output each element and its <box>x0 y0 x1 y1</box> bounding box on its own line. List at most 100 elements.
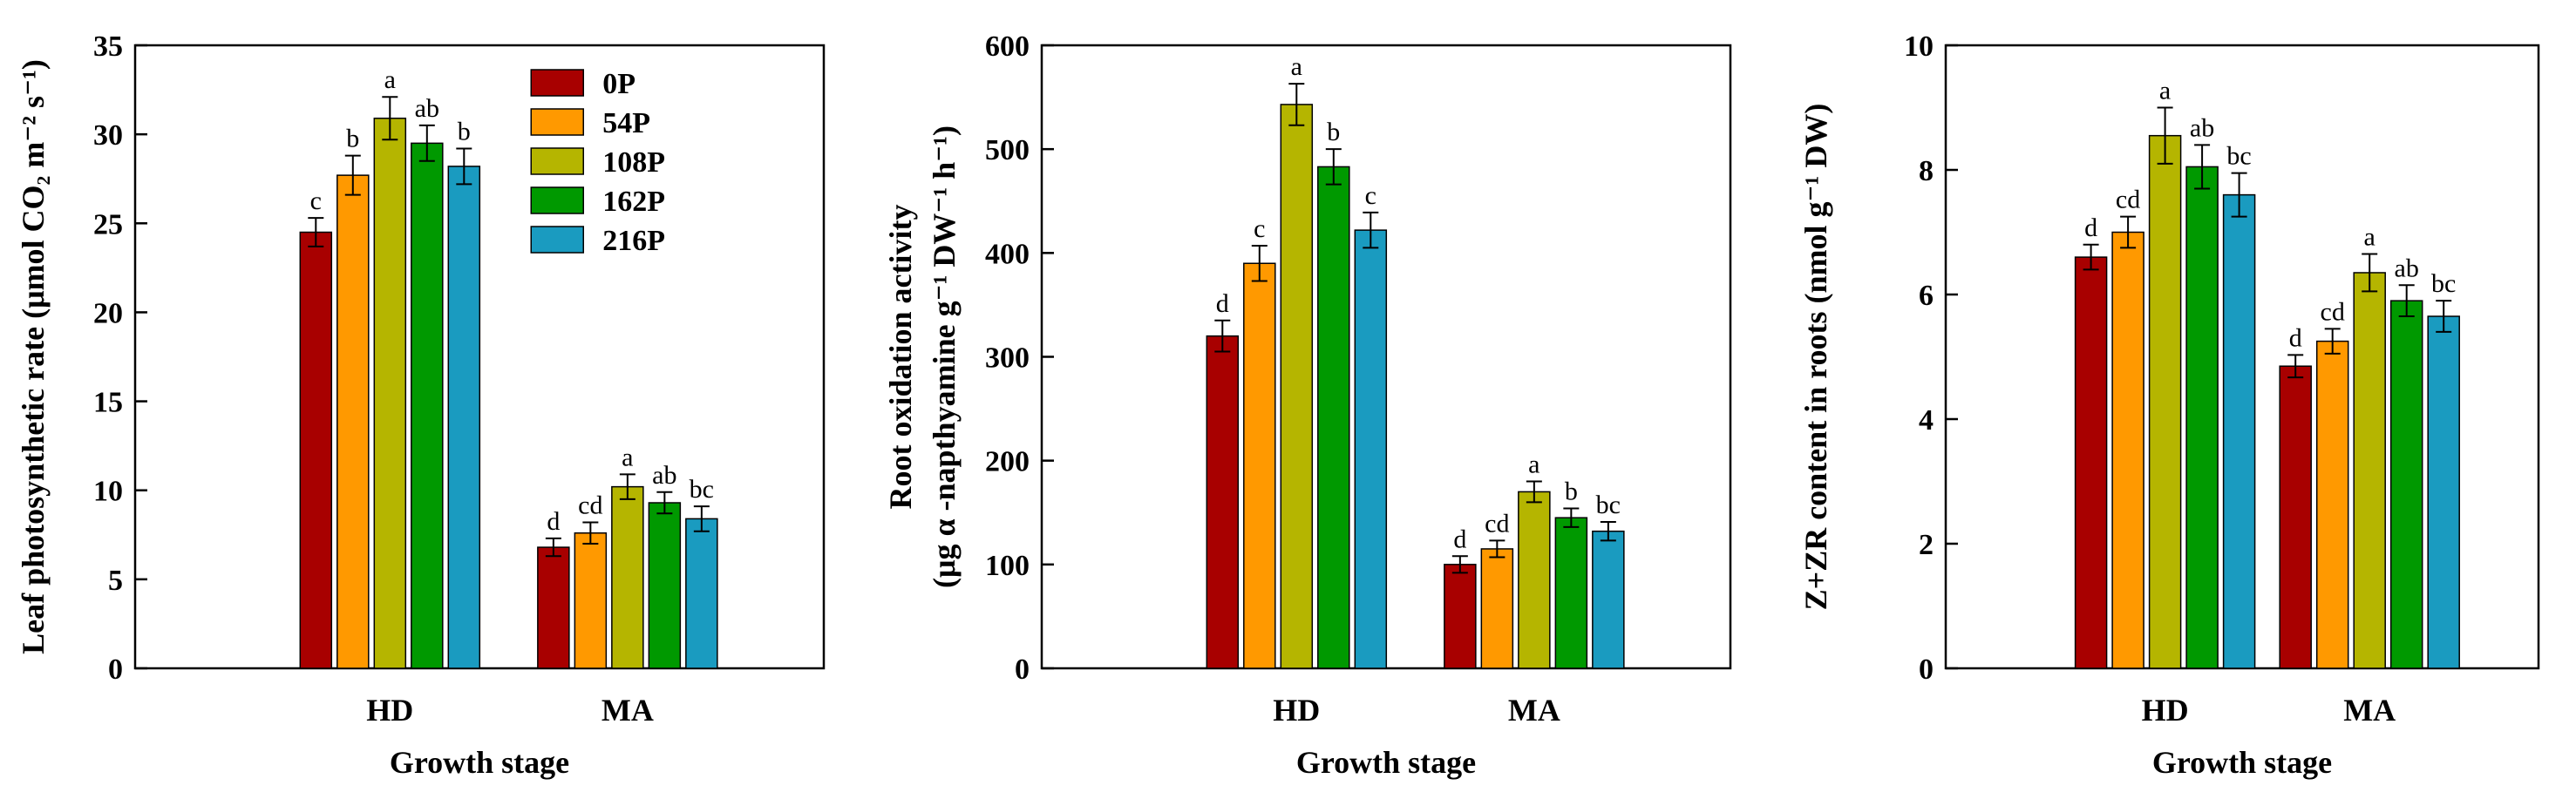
y-axis-title-line2: (μg α -napthyamine g⁻¹ DW⁻¹ h⁻¹) <box>927 125 962 588</box>
bar-162P-HD <box>1317 166 1350 669</box>
significance-label: a <box>1291 52 1302 81</box>
bar-0P-HD <box>2074 256 2108 669</box>
significance-label: a <box>1528 450 1539 479</box>
significance-label: b <box>1565 477 1578 505</box>
y-tick-label: 6 <box>1919 280 1934 312</box>
significance-label: d <box>1216 289 1229 318</box>
bar-162P-HD <box>411 142 444 669</box>
bar-54P-HD <box>2111 231 2144 669</box>
bar-54P-HD <box>1243 262 1276 669</box>
bar-162P-MA <box>2389 300 2423 669</box>
significance-label: bc <box>1596 491 1621 519</box>
y-tick-label: 35 <box>93 30 123 63</box>
significance-label: d <box>2084 213 2097 242</box>
significance-label: ab <box>2190 113 2214 142</box>
bar-216P-MA <box>2427 315 2460 669</box>
bar-162P-MA <box>1554 517 1588 669</box>
legend-label: 0P <box>602 68 636 100</box>
y-tick-label: 0 <box>1015 653 1030 686</box>
bar-216P-HD <box>2222 193 2256 669</box>
significance-label: d <box>1453 525 1466 553</box>
significance-label: ab <box>2395 254 2419 282</box>
bar-0P-MA <box>1444 564 1477 669</box>
chart-panel-3: 0 2 4 6 8 10 HD MA Growth stage Z+ZR content in r… <box>1798 30 2540 780</box>
x-category-label: MA <box>2343 693 2396 728</box>
x-category-label: HD <box>2142 693 2189 728</box>
y-tick-label: 30 <box>93 119 123 152</box>
bar-216P-MA <box>685 518 718 669</box>
y-tick-label: 0 <box>108 653 123 686</box>
x-category-label: MA <box>602 693 654 728</box>
y-tick-label: 5 <box>108 565 123 597</box>
significance-label: cd <box>578 491 602 519</box>
legend-swatch-54P <box>530 108 584 136</box>
x-axis-title: Growth stage <box>2152 745 2332 780</box>
significance-label: d <box>547 507 560 536</box>
bar-54P-MA <box>1480 548 1514 669</box>
y-tick-label: 0 <box>1919 653 1934 686</box>
x-category-label: HD <box>1273 693 1320 728</box>
y-axis-title: Root oxidation activity <box>883 205 918 510</box>
significance-label: a <box>384 65 396 94</box>
bar-0P-MA <box>537 546 570 669</box>
y-tick-label: 500 <box>985 134 1030 166</box>
y-tick-label: 400 <box>985 238 1030 270</box>
bar-54P-HD <box>336 174 370 669</box>
y-tick-label: 200 <box>985 446 1030 478</box>
y-tick-label: 20 <box>93 297 123 329</box>
y-axis-title: Leaf photosynthetic rate (μmol CO₂ m⁻² s… <box>16 59 51 654</box>
y-tick-label: 4 <box>1919 404 1934 437</box>
bar-0P-HD <box>299 231 333 669</box>
significance-label: bc <box>2431 269 2456 298</box>
y-tick-label: 600 <box>985 30 1030 63</box>
x-category-label: MA <box>1508 693 1560 728</box>
bar-54P-MA <box>2315 340 2349 669</box>
significance-label: b <box>346 125 359 153</box>
significance-label: a <box>2364 223 2375 252</box>
significance-label: c <box>310 186 322 215</box>
bar-0P-MA <box>2279 365 2312 669</box>
significance-label: cd <box>2321 297 2345 326</box>
bar-162P-MA <box>648 502 682 669</box>
y-tick-label: 15 <box>93 387 123 419</box>
bar-216P-HD <box>1354 229 1388 669</box>
significance-label: a <box>2159 77 2171 105</box>
bar-162P-HD <box>2185 166 2219 669</box>
significance-label: c <box>1254 214 1265 243</box>
legend-label: 162P <box>602 186 665 218</box>
legend-swatch-0P <box>530 69 584 97</box>
significance-label: d <box>2289 323 2302 352</box>
y-axis-title: Z+ZR content in roots (nmol g⁻¹ DW) <box>1798 104 1833 611</box>
y-tick-label: 8 <box>1919 155 1934 187</box>
y-tick-label: 2 <box>1919 529 1934 561</box>
significance-label: ab <box>415 94 439 123</box>
significance-label: cd <box>1485 509 1509 538</box>
chart-panel-2: 0 100 200 300 400 500 600 HD MA Growth stage Root … <box>883 30 1732 780</box>
significance-label: b <box>458 117 471 146</box>
significance-label: cd <box>2116 186 2140 214</box>
significance-label: bc <box>690 475 714 504</box>
legend-label: 216P <box>602 225 665 257</box>
y-tick-label: 10 <box>93 476 123 508</box>
bar-108P-MA <box>1518 491 1551 669</box>
legend-swatch-216P <box>530 226 584 254</box>
y-tick-label: 25 <box>93 208 123 240</box>
y-tick-label: 300 <box>985 342 1030 375</box>
bar-0P-HD <box>1206 335 1240 669</box>
bar-54P-MA <box>574 532 608 669</box>
x-axis-title: Growth stage <box>390 745 569 780</box>
legend-label: 54P <box>602 107 650 139</box>
legend-swatch-108P <box>530 147 584 175</box>
bar-108P-HD <box>2148 134 2182 669</box>
significance-label: ab <box>652 461 676 490</box>
bar-108P-HD <box>373 118 407 669</box>
legend-label: 108P <box>602 146 665 179</box>
chart-panel-1: 0 5 10 15 20 25 30 35 HD MA Growth stage Leaf photo… <box>16 30 826 780</box>
x-category-label: HD <box>366 693 413 728</box>
significance-label: b <box>1327 118 1340 146</box>
bar-108P-MA <box>611 485 644 669</box>
bar-216P-MA <box>1592 530 1625 669</box>
bar-108P-MA <box>2353 272 2386 669</box>
significance-label: bc <box>2226 142 2251 171</box>
